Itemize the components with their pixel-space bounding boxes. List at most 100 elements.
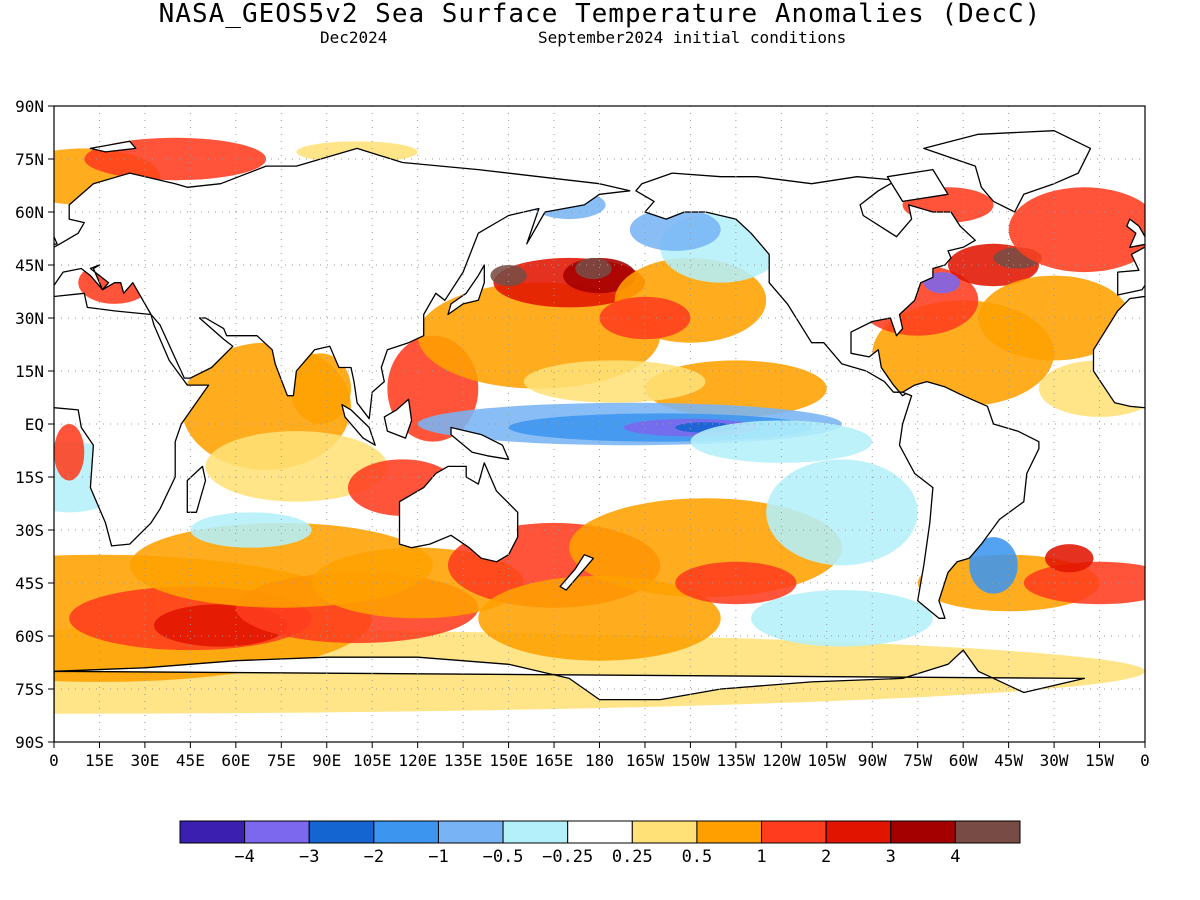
angola-coast-warm bbox=[54, 424, 85, 481]
lon-label: 135W bbox=[717, 751, 756, 770]
lon-label: 180 bbox=[585, 751, 614, 770]
colorbar-labels: −4 −3 −2 −1 −0.5 −0.25 0.25 0.5 1 2 3 4 bbox=[234, 847, 960, 867]
lon-label: 0 bbox=[49, 751, 59, 770]
baffin-island bbox=[886, 168, 949, 203]
lon-label: 135E bbox=[444, 751, 483, 770]
axis-ticks bbox=[48, 105, 1146, 748]
australia-continent bbox=[398, 462, 519, 563]
initial-conditions-label: September2024 initial conditions bbox=[538, 28, 847, 47]
lon-label: 30W bbox=[1040, 751, 1069, 770]
new-zealand-islands bbox=[559, 554, 595, 591]
africa-continent bbox=[1092, 295, 1145, 409]
lon-label: 90W bbox=[858, 751, 887, 770]
colorbar-swatch bbox=[437, 820, 504, 844]
lat-label: 75N bbox=[15, 150, 44, 169]
lon-label: 45W bbox=[994, 751, 1023, 770]
latitude-labels: 90N 75N 60N 45N 30N 15N EQ 15S 30S 45S 60S 75S 90S bbox=[15, 97, 44, 752]
subtropical-atlantic bbox=[978, 275, 1130, 361]
lat-label: 15S bbox=[15, 468, 44, 487]
colorbar-label: 0.25 bbox=[612, 847, 653, 867]
peru-current-cool bbox=[766, 459, 918, 566]
lon-label: 30E bbox=[130, 751, 159, 770]
central-indian-slight bbox=[205, 431, 388, 502]
colorbar-label: 4 bbox=[950, 847, 960, 867]
colorbar-swatch bbox=[890, 820, 956, 844]
lat-label: 30S bbox=[15, 521, 44, 540]
lat-label: 60N bbox=[15, 203, 44, 222]
japan-islands bbox=[447, 264, 485, 316]
south-atlantic-east-warm bbox=[1023, 561, 1145, 605]
lon-label: 105W bbox=[808, 751, 847, 770]
lon-label: 165E bbox=[535, 751, 574, 770]
colorbar-swatch bbox=[761, 820, 827, 844]
lon-label: 165W bbox=[626, 751, 665, 770]
lat-label: 45N bbox=[15, 256, 44, 275]
longitude-labels: 0 15E 30E 45E 60E 75E 90E 105E 120E 135E 150E 165E 1… bbox=[49, 751, 1150, 770]
lat-label: 15N bbox=[15, 362, 44, 381]
colorbar-label: −3 bbox=[299, 847, 319, 867]
colorbar-label: −0.25 bbox=[542, 847, 593, 867]
continent-layer bbox=[54, 130, 1200, 742]
colorbar-label: −1 bbox=[428, 847, 448, 867]
chart-title: NASA_GEOS5v2 Sea Surface Temperature Ano… bbox=[158, 0, 1042, 29]
lon-label: 105E bbox=[353, 751, 392, 770]
colorbar-label: 1 bbox=[756, 847, 766, 867]
lat-label: 45S bbox=[15, 574, 44, 593]
colorbar-swatch bbox=[308, 820, 375, 844]
graticule bbox=[54, 106, 1145, 742]
lat-label: 90N bbox=[15, 97, 44, 116]
lat-label: 30N bbox=[15, 309, 44, 328]
colorbar-label: −4 bbox=[234, 847, 254, 867]
africa-continent bbox=[54, 292, 210, 547]
falklands-cool bbox=[969, 537, 1018, 594]
japan-east-extreme bbox=[490, 265, 527, 287]
lon-label: 15W bbox=[1085, 751, 1114, 770]
central-pacific-slight-warm bbox=[523, 360, 706, 403]
antarctica-continent bbox=[54, 649, 1086, 742]
lon-label: 150E bbox=[489, 751, 528, 770]
lat-label: 60S bbox=[15, 627, 44, 646]
lon-label: 15E bbox=[85, 751, 114, 770]
greenland-island bbox=[923, 130, 1092, 213]
svalbard-island bbox=[1181, 141, 1200, 152]
colorbar-label: −2 bbox=[364, 847, 384, 867]
lat-label: 90S bbox=[15, 733, 44, 752]
lon-label: 60W bbox=[949, 751, 978, 770]
eurasia-continent bbox=[54, 147, 631, 420]
northeast-atlantic-warm bbox=[1008, 187, 1145, 273]
lon-label: 0 bbox=[1140, 751, 1150, 770]
south-atlantic-hot bbox=[1044, 544, 1094, 573]
lon-label: 75W bbox=[903, 751, 932, 770]
south-pacific-west bbox=[478, 575, 721, 661]
madagascar-island bbox=[186, 465, 207, 513]
colorbar-swatch bbox=[373, 820, 439, 844]
north-pacific-extreme bbox=[575, 257, 612, 280]
lat-label: EQ bbox=[25, 415, 44, 434]
colorbar-label: 3 bbox=[886, 847, 896, 867]
colorbar-swatch bbox=[825, 820, 892, 844]
colorbar bbox=[179, 820, 1021, 844]
colorbar-swatch bbox=[696, 820, 763, 844]
colorbar-swatch bbox=[954, 820, 1021, 844]
indonesia-sumatra bbox=[341, 403, 376, 446]
colorbar-swatch bbox=[502, 820, 569, 844]
southeast-pacific-cool bbox=[751, 590, 933, 647]
eurasia-continent bbox=[1117, 246, 1145, 296]
alaska-cool-patch bbox=[629, 208, 721, 251]
uk-islands bbox=[54, 235, 58, 246]
forecast-month: Dec2024 bbox=[320, 28, 388, 47]
lon-label: 60E bbox=[221, 751, 250, 770]
colorbar-label: 2 bbox=[821, 847, 831, 867]
lon-label: 45E bbox=[176, 751, 205, 770]
central-north-pacific bbox=[599, 296, 691, 340]
indonesia-borneo bbox=[383, 398, 413, 439]
north-america-continent bbox=[635, 172, 976, 397]
lon-label: 90E bbox=[312, 751, 341, 770]
colorbar-swatch bbox=[567, 820, 633, 844]
colorbar-label: −0.5 bbox=[483, 847, 524, 867]
uk-islands bbox=[1126, 218, 1145, 248]
eastern-equatorial-cool bbox=[690, 420, 873, 463]
lon-label: 75E bbox=[267, 751, 296, 770]
colorbar-swatch bbox=[244, 820, 310, 844]
